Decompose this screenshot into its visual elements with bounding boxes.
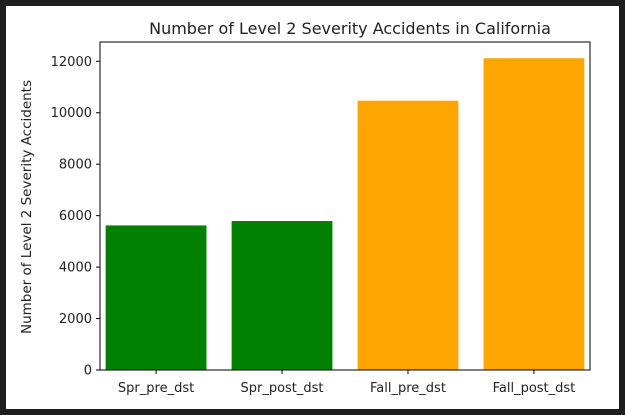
y-tick-label: 2000 — [59, 312, 92, 327]
bar-Spr_post_dst — [231, 221, 333, 370]
x-tick-label: Spr_pre_dst — [118, 381, 194, 396]
x-axis-ticks: Spr_pre_dst Spr_post_dst Fall_pre_dst Fall_… — [118, 370, 575, 396]
y-tick-label: 6000 — [59, 209, 92, 224]
bar-Fall_post_dst — [483, 58, 585, 370]
x-tick-label: Spr_post_dst — [240, 381, 323, 396]
bars — [105, 58, 585, 371]
y-tick-label: 4000 — [59, 261, 92, 276]
y-tick-label: 12000 — [51, 55, 92, 70]
y-tick-label: 10000 — [51, 106, 92, 121]
y-tick-label: 8000 — [59, 158, 92, 173]
y-axis-title: Number of Level 2 Severity Accidents — [19, 80, 35, 334]
y-axis-ticks: 0 2000 4000 6000 8000 10000 12000 — [51, 55, 100, 379]
bar-chart: Number of Level 2 Severity Accidents in … — [19, 19, 591, 396]
x-tick-label: Fall_pre_dst — [370, 381, 446, 396]
bar-Fall_pre_dst — [357, 100, 459, 371]
bar-Spr_pre_dst — [105, 225, 207, 370]
chart-title: Number of Level 2 Severity Accidents in … — [149, 19, 551, 38]
figure: Number of Level 2 Severity Accidents in … — [6, 6, 619, 409]
y-tick-label: 0 — [84, 364, 92, 379]
x-tick-label: Fall_post_dst — [493, 381, 576, 396]
plot-frame — [99, 41, 591, 371]
